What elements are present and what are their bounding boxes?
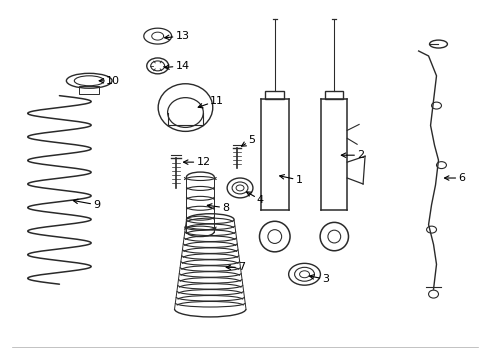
Text: 14: 14 bbox=[165, 61, 190, 71]
Text: 11: 11 bbox=[198, 96, 224, 108]
Text: 5: 5 bbox=[242, 135, 255, 146]
Text: 4: 4 bbox=[246, 192, 264, 205]
Text: 1: 1 bbox=[280, 175, 303, 185]
Text: 12: 12 bbox=[184, 157, 211, 167]
Text: 7: 7 bbox=[226, 262, 245, 272]
Text: 2: 2 bbox=[342, 150, 364, 160]
Text: 10: 10 bbox=[99, 76, 120, 86]
Text: 3: 3 bbox=[310, 274, 329, 284]
Text: 6: 6 bbox=[444, 173, 466, 183]
Text: 13: 13 bbox=[165, 31, 190, 41]
Text: 8: 8 bbox=[207, 203, 229, 213]
Text: 9: 9 bbox=[74, 199, 100, 210]
